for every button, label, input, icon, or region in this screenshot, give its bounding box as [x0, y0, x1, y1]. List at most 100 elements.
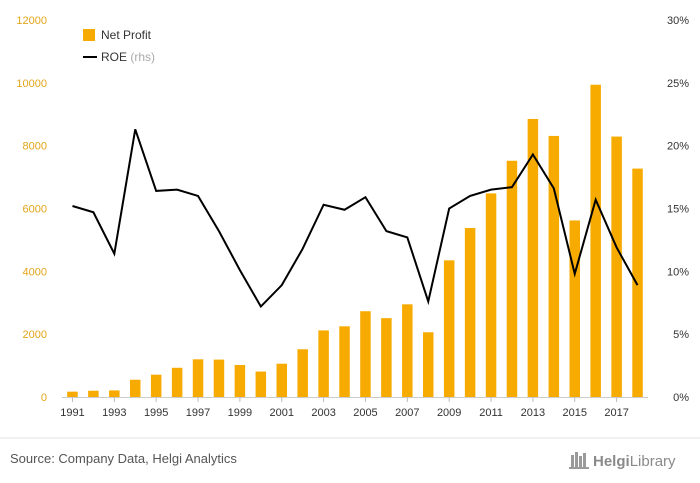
- roe-point-2003[interactable]: [321, 202, 326, 207]
- bar-net-profit-2011[interactable]: [485, 193, 497, 397]
- legend-label-roe[interactable]: ROE (rhs): [101, 50, 155, 64]
- roe-point-2001[interactable]: [279, 283, 284, 288]
- left-axis-tick-12000: 12000: [16, 15, 47, 27]
- left-axis-tick-2000: 2000: [23, 329, 47, 341]
- x-axis-tick-2007: 2007: [395, 407, 419, 419]
- x-axis-tick-2011: 2011: [479, 407, 503, 419]
- roe-point-2006[interactable]: [384, 229, 389, 234]
- bar-net-profit-1993[interactable]: [109, 390, 120, 397]
- roe-point-1992[interactable]: [91, 210, 96, 215]
- bar-net-profit-2004[interactable]: [339, 326, 350, 397]
- legend-roe-suffix: (rhs): [130, 50, 155, 64]
- bar-net-profit-1999[interactable]: [234, 364, 246, 397]
- legend: Net Profit ROE (rhs): [83, 28, 155, 64]
- brand-suffix: Library: [630, 453, 676, 470]
- roe-point-1999[interactable]: [237, 268, 242, 273]
- x-axis-tick-2015: 2015: [563, 407, 587, 419]
- bar-net-profit-2007[interactable]: [402, 304, 413, 397]
- brand-name: HelgiLibrary: [593, 453, 676, 470]
- roe-point-2011[interactable]: [489, 187, 494, 192]
- roe-point-2004[interactable]: [342, 207, 347, 212]
- bar-net-profit-1997[interactable]: [192, 359, 204, 397]
- bar-net-profit-1998[interactable]: [213, 359, 225, 397]
- roe-point-1994[interactable]: [133, 127, 138, 132]
- x-axis-tick-2017: 2017: [604, 407, 628, 419]
- bar-net-profit-2013[interactable]: [527, 118, 539, 398]
- roe-point-2013[interactable]: [530, 152, 535, 157]
- bar-net-profit-2009[interactable]: [443, 260, 455, 397]
- bar-net-profit-2010[interactable]: [464, 227, 476, 397]
- roe-line[interactable]: [72, 129, 639, 309]
- roe-point-2007[interactable]: [405, 235, 410, 240]
- bar-net-profit-2003[interactable]: [318, 330, 329, 397]
- roe-point-2010[interactable]: [468, 193, 473, 198]
- legend-swatch-net-profit[interactable]: [83, 29, 95, 41]
- x-axis-tick-1993: 1993: [102, 407, 126, 419]
- roe-point-2017[interactable]: [614, 245, 619, 250]
- bar-net-profit-2017[interactable]: [611, 136, 622, 397]
- library-icon: [569, 452, 589, 469]
- bar-net-profit-2014[interactable]: [548, 135, 560, 397]
- brand-logo: HelgiLibrary: [569, 452, 676, 470]
- bar-net-profit-2001[interactable]: [276, 363, 288, 397]
- x-axis-tick-2005: 2005: [353, 407, 377, 419]
- right-axis-tick-5pct: 5%: [673, 329, 689, 341]
- left-axis-tick-0: 0: [41, 392, 47, 404]
- roe-point-1995[interactable]: [154, 188, 159, 193]
- bar-net-profit-2018[interactable]: [632, 168, 643, 397]
- roe-point-2008[interactable]: [426, 299, 431, 304]
- roe-point-2000[interactable]: [258, 304, 263, 309]
- roe-point-2009[interactable]: [447, 206, 452, 211]
- right-axis-tick-25pct: 25%: [667, 78, 689, 90]
- x-axis-tick-1991: 1991: [60, 407, 84, 419]
- roe-point-2015[interactable]: [572, 271, 577, 276]
- bar-net-profit-2015[interactable]: [569, 220, 581, 397]
- x-axis-tick-1999: 1999: [228, 407, 252, 419]
- right-axis-tick-10pct: 10%: [667, 266, 689, 278]
- bars-layer: [67, 84, 643, 398]
- legend-roe-name: ROE: [101, 50, 127, 64]
- bar-net-profit-1994[interactable]: [130, 379, 141, 397]
- bar-net-profit-2000[interactable]: [255, 371, 267, 397]
- roe-point-1991[interactable]: [70, 203, 75, 208]
- bar-net-profit-2002[interactable]: [297, 349, 308, 397]
- bar-net-profit-1991[interactable]: [67, 391, 78, 397]
- legend-label-net-profit[interactable]: Net Profit: [101, 28, 152, 42]
- x-axis-tick-1997: 1997: [186, 407, 210, 419]
- bar-net-profit-1992[interactable]: [88, 390, 99, 397]
- right-axis-tick-30pct: 30%: [667, 15, 689, 27]
- left-axis-tick-6000: 6000: [23, 204, 47, 216]
- x-axis-tick-2013: 2013: [521, 407, 545, 419]
- bar-net-profit-2008[interactable]: [423, 332, 434, 397]
- roe-point-2002[interactable]: [300, 246, 305, 251]
- left-axis-tick-4000: 4000: [23, 266, 47, 278]
- x-axis: 1991 1993 1995 1997 1999 2001 2003 2005 2007 2009…: [60, 397, 648, 419]
- roe-point-1998[interactable]: [216, 229, 221, 234]
- roe-point-2012[interactable]: [509, 185, 514, 190]
- right-axis-tick-20pct: 20%: [667, 141, 689, 153]
- roe-point-2018[interactable]: [635, 283, 640, 288]
- bar-net-profit-2006[interactable]: [381, 318, 392, 397]
- x-axis-tick-1995: 1995: [144, 407, 168, 419]
- roe-point-2016[interactable]: [593, 197, 598, 202]
- right-axis: 0% 5% 10% 15% 20% 25% 30%: [667, 15, 689, 404]
- bar-net-profit-2016[interactable]: [590, 84, 601, 397]
- roe-point-1993[interactable]: [112, 251, 117, 256]
- roe-point-1997[interactable]: [196, 193, 201, 198]
- roe-point-2014[interactable]: [551, 186, 556, 191]
- left-axis: 0 2000 4000 6000 8000 10000 12000: [16, 15, 47, 404]
- roe-line-layer: [70, 127, 640, 309]
- bar-net-profit-1995[interactable]: [150, 374, 162, 397]
- bar-net-profit-1996[interactable]: [171, 367, 183, 397]
- right-axis-tick-0pct: 0%: [673, 392, 689, 404]
- brand-prefix: Helgi: [593, 453, 630, 470]
- roe-point-1996[interactable]: [175, 187, 180, 192]
- bar-net-profit-2005[interactable]: [360, 311, 371, 397]
- roe-point-2005[interactable]: [363, 195, 368, 200]
- bar-net-profit-2012[interactable]: [506, 160, 518, 397]
- right-axis-tick-15pct: 15%: [667, 204, 689, 216]
- x-axis-tick-2009: 2009: [437, 407, 461, 419]
- source-note: Source: Company Data, Helgi Analytics: [10, 451, 237, 466]
